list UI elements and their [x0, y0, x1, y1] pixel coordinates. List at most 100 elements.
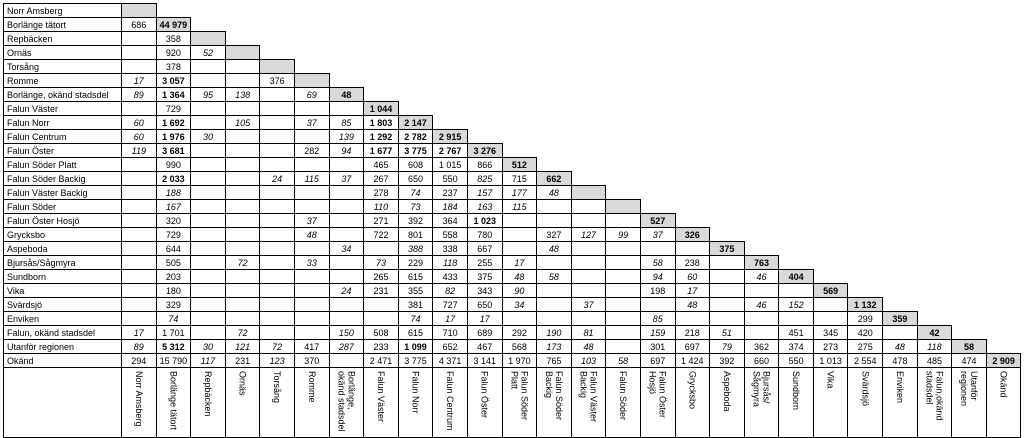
- matrix-cell: [190, 269, 226, 284]
- table-row: Okänd 294 15 790 117 231 123 370 2 471 3 775 4 37…: [3, 353, 1022, 368]
- empty-cell: [848, 116, 883, 130]
- matrix-cell: 231: [363, 283, 399, 298]
- table-row: Ornäs 920 52: [3, 45, 1021, 60]
- matrix-cell: 267: [363, 171, 399, 186]
- matrix-cell: 60: [674, 269, 711, 284]
- matrix-cell: 374: [778, 339, 814, 354]
- matrix-cell: [190, 297, 226, 312]
- empty-cell: [848, 242, 883, 256]
- empty-cell: [260, 32, 295, 46]
- empty-cell: [813, 144, 848, 158]
- empty-cell: [640, 200, 675, 214]
- empty-cell: [191, 4, 226, 18]
- empty-cell: [710, 88, 745, 102]
- table-row: Torsång 378: [3, 59, 1021, 74]
- empty-cell: [848, 74, 883, 88]
- empty-cell: [779, 200, 814, 214]
- empty-cell: [640, 4, 675, 18]
- empty-cell: [537, 88, 572, 102]
- matrix-cell: 375: [466, 269, 503, 284]
- empty-cell: [433, 60, 468, 74]
- matrix-cell: [570, 199, 607, 214]
- diagonal-cell: [190, 31, 226, 46]
- matrix-cell: 115: [293, 171, 330, 186]
- matrix-cell: [709, 269, 745, 284]
- empty-cell: [883, 4, 918, 18]
- empty-cell: [813, 270, 848, 284]
- empty-cell: [848, 158, 883, 172]
- column-header-label: Enviken: [894, 371, 905, 404]
- empty-cell: [710, 60, 745, 74]
- matrix-cell: [536, 213, 572, 228]
- matrix-cell: 34: [501, 297, 538, 312]
- empty-cell: [364, 18, 399, 32]
- matrix-cell: 48: [501, 269, 538, 284]
- empty-cell: [537, 74, 572, 88]
- matrix-cell: 159: [639, 325, 676, 340]
- empty-cell: [813, 228, 848, 242]
- empty-cell: [640, 172, 675, 186]
- empty-cell: [848, 172, 883, 186]
- empty-cell: [398, 102, 433, 116]
- diagonal-cell: 1 044: [363, 101, 399, 116]
- empty-cell: [744, 18, 779, 32]
- empty-cell: [294, 46, 329, 60]
- row-label: Vika: [3, 283, 122, 298]
- empty-cell: [225, 32, 260, 46]
- diagonal-cell: [605, 199, 641, 214]
- empty-cell: [364, 46, 399, 60]
- matrix-cell: [363, 241, 399, 256]
- matrix-cell: 46: [743, 269, 780, 284]
- matrix-cell: [328, 255, 365, 270]
- matrix-cell: 237: [432, 185, 468, 200]
- empty-cell: [710, 46, 745, 60]
- empty-cell: [883, 144, 918, 158]
- matrix-cell: 48: [536, 241, 572, 256]
- table-row: Bjursås/Sågmyra 505 72 33 73 229 118 255 17 58 238…: [3, 255, 1021, 270]
- matrix-cell: 780: [466, 227, 503, 242]
- matrix-cell: [501, 311, 538, 326]
- empty-cell: [433, 116, 468, 130]
- empty-cell: [917, 270, 952, 284]
- matrix-cell: 388: [397, 241, 434, 256]
- empty-cell: [640, 130, 675, 144]
- matrix-cell: 73: [397, 199, 434, 214]
- empty-cell: [952, 88, 987, 102]
- empty-cell: [606, 158, 641, 172]
- empty-cell: [640, 18, 675, 32]
- empty-cell: [917, 228, 952, 242]
- matrix-cell: 123: [259, 353, 295, 368]
- matrix-cell: 188: [155, 185, 192, 200]
- matrix-cell: 376: [259, 73, 295, 88]
- matrix-cell: 358: [155, 31, 192, 46]
- matrix-cell: 157: [466, 185, 503, 200]
- matrix-cell: [190, 199, 226, 214]
- diagonal-cell: 404: [778, 269, 814, 284]
- matrix-cell: [328, 157, 365, 172]
- empty-cell: [744, 186, 779, 200]
- empty-cell: [675, 130, 710, 144]
- empty-cell: [883, 102, 918, 116]
- empty-cell: [917, 74, 952, 88]
- matrix-cell: 299: [847, 311, 884, 326]
- matrix-cell: 1 803: [363, 115, 399, 130]
- empty-cell: [675, 144, 710, 158]
- matrix-cell: 1 976: [155, 129, 192, 144]
- matrix-cell: [121, 227, 157, 242]
- empty-cell: [571, 130, 606, 144]
- empty-cell: [813, 116, 848, 130]
- empty-cell: [917, 4, 952, 18]
- empty-cell: [883, 214, 918, 228]
- empty-cell: [537, 46, 572, 60]
- matrix-cell: [605, 255, 641, 270]
- empty-cell: [710, 158, 745, 172]
- table-row: Falun Öster Hosjö 320 37 271 392 364 1 023 527: [3, 213, 1021, 228]
- matrix-cell: 417: [293, 339, 330, 354]
- matrix-cell: 89: [121, 87, 157, 102]
- empty-cell: [883, 186, 918, 200]
- column-header-label: Falun,okänd stadsdel: [924, 371, 945, 421]
- column-header: Borlänge tätort: [155, 367, 192, 438]
- empty-cell: [917, 18, 952, 32]
- matrix-cell: 167: [155, 199, 192, 214]
- matrix-cell: [190, 59, 226, 74]
